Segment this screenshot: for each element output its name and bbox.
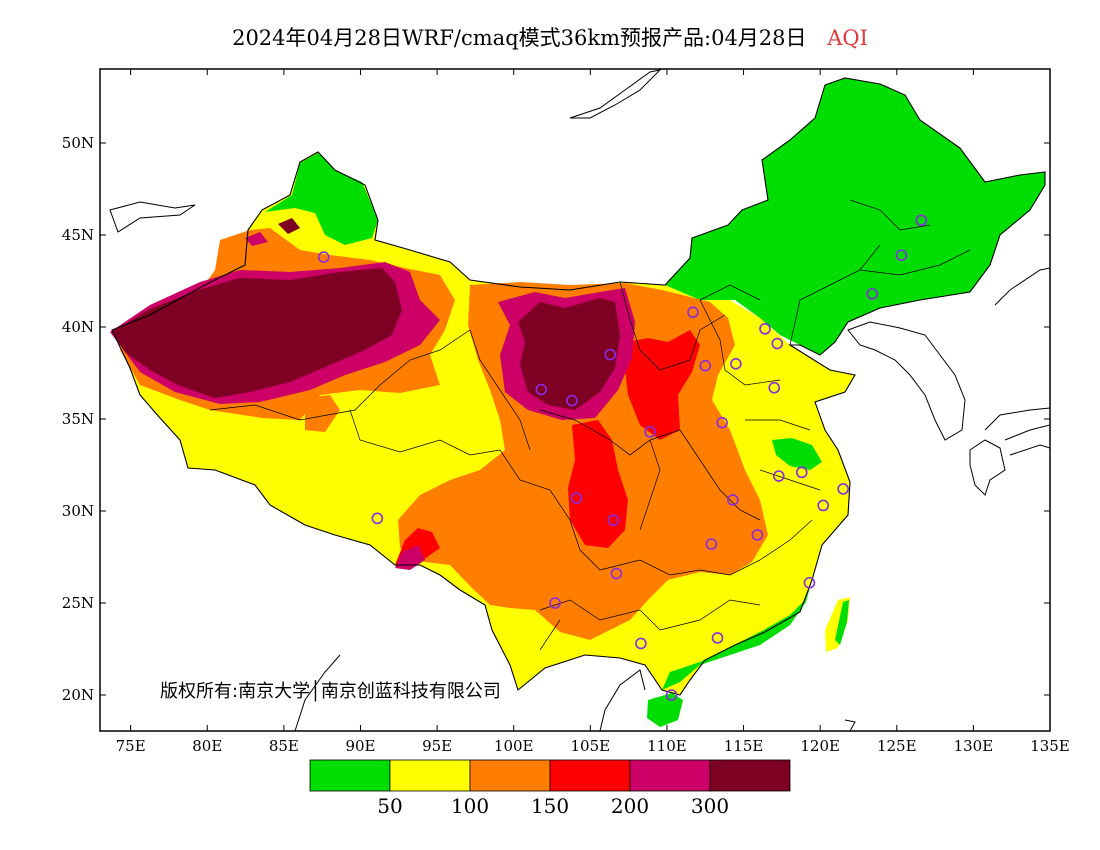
region-aqi-maroon-northwest (112, 268, 402, 398)
city-station-marker (895, 249, 908, 262)
region-aqi-green-southcoast (662, 580, 812, 690)
lon-label: 130E (954, 737, 994, 755)
legend-swatch (709, 759, 791, 792)
legend-label: 100 (451, 794, 489, 818)
lat-label: 50N (62, 134, 94, 152)
city-station-marker (687, 306, 699, 319)
hainan (647, 693, 683, 727)
lon-label: 120E (800, 737, 840, 755)
lat-label: 20N (62, 686, 94, 704)
title-variable: AQI (827, 26, 868, 50)
city-station-marker (730, 357, 742, 370)
city-station-marker (705, 538, 718, 550)
region-aqi-green-east (772, 438, 822, 470)
city-station-marker (699, 359, 712, 372)
legend-swatch (549, 759, 631, 792)
legend-swatch (309, 759, 391, 792)
city-station-marker (535, 383, 548, 396)
taiwan-east-green (835, 600, 849, 645)
legend-label: 300 (691, 794, 729, 818)
city-station-marker (644, 426, 656, 438)
lon-label: 80E (192, 737, 222, 755)
copyright-text: 版权所有:南京大学│南京创蓝科技有限公司 (160, 680, 501, 702)
aqi-legend: 50 100 150 200 300 (309, 759, 791, 818)
lon-label: 115E (724, 737, 764, 755)
city-station-marker (635, 637, 647, 650)
region-aqi-purple-xinjiang (245, 232, 268, 246)
city-station-marker (604, 348, 617, 361)
city-station-marker (711, 632, 724, 644)
lon-label: 105E (571, 737, 611, 755)
lon-label: 85E (269, 737, 299, 755)
legend-label: 200 (611, 794, 649, 818)
city-station-marker (772, 470, 785, 482)
lat-label: 30N (62, 502, 94, 520)
china-border (111, 77, 1046, 696)
lat-label: 25N (62, 594, 94, 612)
region-aqi-maroon-xinjiang (278, 218, 300, 234)
lon-label: 135E (1030, 737, 1070, 755)
region-aqi-orange-tibet (305, 395, 340, 432)
city-station-marker (866, 288, 879, 300)
lon-label: 110E (647, 737, 687, 755)
city-station-marker (665, 689, 678, 701)
city-station-marker (759, 323, 771, 335)
map-frame (99, 68, 1051, 732)
lon-label: 75E (116, 737, 146, 755)
title-main: 2024年04月28日WRF/cmaq模式36km预报产品:04月28日 (232, 26, 807, 50)
neighbour-coastlines (109, 69, 1050, 731)
province-borders (209, 199, 971, 651)
longitude-axis: 75E 80E 85E 90E 95E 100E 105E 110E 115E 120E 125E 1… (116, 69, 1070, 755)
city-station-marker (751, 529, 764, 541)
region-aqi-red-north (625, 330, 700, 440)
station-markers (317, 214, 928, 701)
city-station-marker (837, 483, 849, 495)
lat-label: 45N (62, 226, 94, 244)
city-station-marker (607, 514, 620, 527)
city-station-marker (768, 381, 780, 394)
city-station-marker (817, 499, 830, 512)
region-aqi-green-xinjiang (265, 153, 378, 245)
legend-label: 150 (531, 794, 569, 818)
region-aqi-purple-tibet (395, 545, 425, 570)
region-aqi-maroon-ningxia (518, 298, 620, 410)
lon-label: 90E (345, 737, 375, 755)
city-station-marker (549, 597, 561, 609)
city-station-marker (570, 492, 583, 504)
legend-swatch (389, 759, 471, 792)
region-aqi-green-northeast (665, 78, 1045, 355)
city-station-marker (566, 394, 578, 407)
city-station-marker (317, 251, 330, 263)
latitude-axis: 50N 45N 40N 35N 30N 25N 20N (62, 134, 1050, 704)
lon-label: 100E (494, 737, 534, 755)
map-content: 版权所有:南京大学│南京创蓝科技有限公司 (109, 69, 1050, 731)
legend-swatch (629, 759, 711, 792)
lat-label: 40N (62, 318, 94, 336)
city-station-marker (771, 337, 784, 350)
city-station-marker (727, 494, 739, 506)
map-title: 2024年04月28日WRF/cmaq模式36km预报产品:04月28日 AQI (0, 22, 1100, 52)
city-station-marker (915, 214, 928, 227)
city-station-marker (610, 567, 623, 580)
lon-label: 95E (422, 737, 452, 755)
lat-label: 35N (62, 410, 94, 428)
city-station-marker (371, 512, 384, 525)
city-station-marker (795, 466, 808, 479)
lon-label: 125E (877, 737, 917, 755)
legend-swatch (469, 759, 551, 792)
city-station-marker (803, 576, 816, 589)
city-station-marker (716, 416, 728, 429)
legend-label: 50 (377, 794, 402, 818)
